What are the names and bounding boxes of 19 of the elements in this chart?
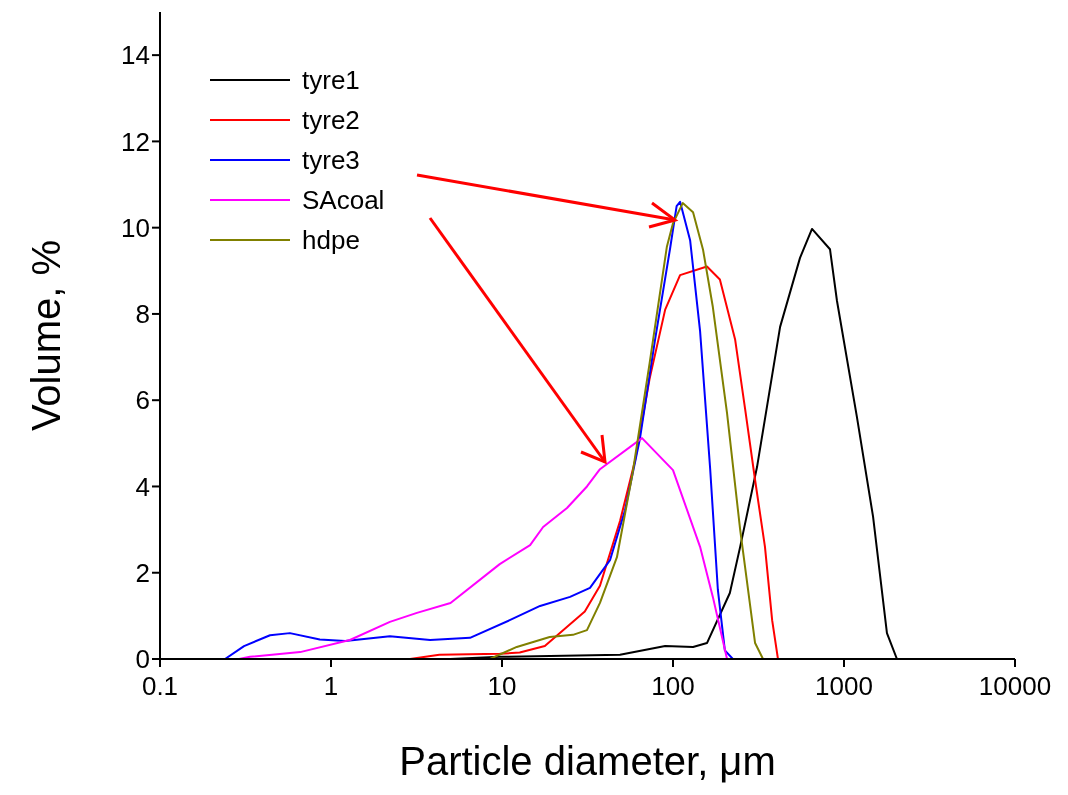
- y-tick-label: 10: [121, 212, 150, 243]
- legend-label: tyre1: [302, 64, 360, 96]
- x-tick-label: 10000: [978, 671, 1052, 702]
- legend-label: SAcoal: [302, 184, 385, 216]
- y-tick-label: 12: [121, 126, 150, 157]
- y-tick-label: 6: [135, 385, 150, 416]
- y-tick-label: 14: [121, 40, 150, 71]
- y-axis-title: Volume, %: [24, 239, 68, 432]
- x-tick-label: 100: [651, 671, 695, 702]
- y-tick-label: 8: [135, 299, 150, 330]
- legend-label: tyre2: [302, 104, 360, 136]
- x-tick-label: 1000: [815, 671, 873, 702]
- legend-label: hdpe: [302, 224, 360, 256]
- x-axis-title: Particle diameter, μm: [399, 739, 776, 783]
- x-tick-label: 1: [323, 671, 339, 702]
- legend-label: tyre3: [302, 144, 360, 176]
- y-tick-label: 4: [135, 471, 150, 502]
- y-tick-label: 2: [135, 557, 150, 588]
- x-tick-label: 10: [487, 671, 517, 702]
